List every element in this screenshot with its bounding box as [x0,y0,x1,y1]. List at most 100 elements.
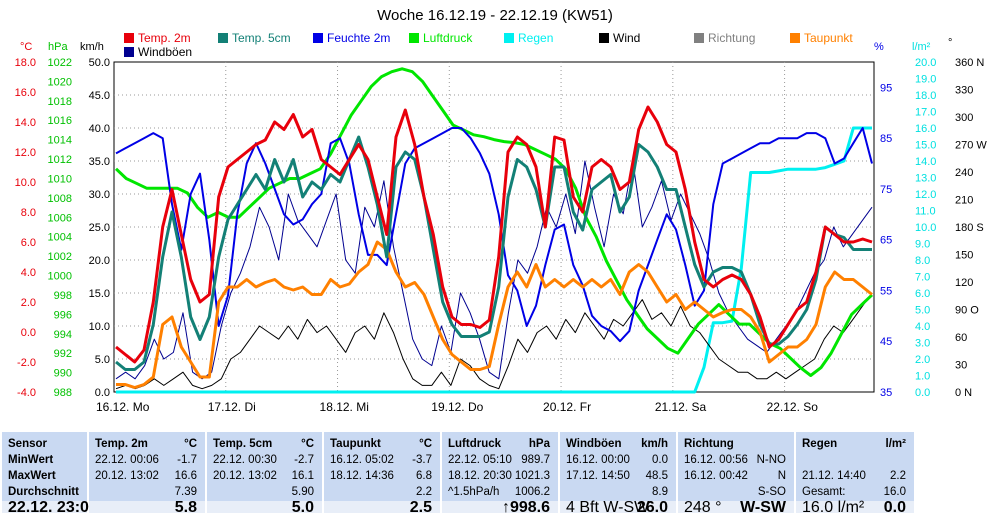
rain-axis-tick: 13.0 [915,173,936,185]
pressure-axis-tick: 1018 [48,96,72,108]
stats-cell-avg-val: 2.2 [416,486,432,498]
stats-cell-avg-val: 1006.2 [514,486,550,498]
legend-swatch [504,33,514,43]
legend-label: Feuchte 2m [327,31,390,45]
stats-column-regen: Regen l/m² 21.12. 14:40 2.2 Gesamt: 16.0 [796,432,914,513]
stats-cell-max-time: 20.12. 13:02 [213,470,277,482]
x-tick-label: 16.12. Mo [96,400,150,414]
rain-axis-tick: 1.0 [915,371,930,383]
x-tick-label: 20.12. Fr [543,400,591,414]
rain-axis-tick: 7.0 [915,272,930,284]
direction-axis-tick: 90 O [955,305,979,317]
humidity-axis-tick: 65 [880,235,892,247]
pressure-axis-tick: 1022 [48,57,72,69]
pressure-axis-tick: 1016 [48,115,72,127]
pressure-axis-tick: 1004 [48,232,72,244]
weather-chart: Woche 16.12.19 - 22.12.19 (KW51) Temp. 2m… [15,7,988,414]
stats-cell-min-val: 0.0 [652,454,668,466]
rain-axis-tick: 17.0 [915,107,936,119]
direction-axis-tick: 30 [955,360,967,372]
stats-cell-max-val: 16.6 [174,470,197,482]
stats-row-label: Sensor [8,438,47,450]
humidity-axis-tick: 35 [880,387,892,399]
pressure-axis-tick: 1006 [48,212,72,224]
rain-axis-tick: 2.0 [915,354,930,366]
stats-current-cell: 5.0 [207,499,322,516]
stats-cell-max-val: 16.1 [291,470,314,482]
stats-cell-name: Windböen [566,438,622,450]
stats-cell-max-time: 21.12. 14:40 [802,470,866,482]
x-tick-label: 17.12. Di [208,400,256,414]
stats-cell-avg-val: 8.9 [652,486,668,498]
stats-current-value: 5.8 [174,499,197,516]
stats-current-label: 248 ° [684,499,722,516]
stats-cell-max-val: 48.5 [645,470,668,482]
stats-cell-avg-val: 16.0 [883,486,906,498]
series-line-regen [116,126,872,394]
rain-axis-tick: 15.0 [915,140,936,152]
pressure-axis-tick: 988 [54,387,72,399]
stats-column-luftdruck: Luftdruck hPa 22.12. 05:10 989.7 18.12. 20:3… [442,432,558,513]
stats-cell-max-time: 18.12. 14:36 [330,470,394,482]
series-line-taupunkt [116,240,873,389]
series-line-windb-en [115,160,873,380]
wind-axis-tick: 45.0 [89,90,110,102]
temp-axis-tick: -2.0 [17,357,36,369]
stats-cell-min-val: N-NO [756,454,786,466]
stats-column-richtung: Richtung 16.12. 00:56 N-NO 16.12. 00:42 N S-S… [678,432,794,513]
stats-cell-max-time: 20.12. 13:02 [95,470,159,482]
series-line-feuchte-2m [115,127,873,343]
rain-axis-tick: 3.0 [915,338,930,350]
pressure-axis-tick: 990 [54,368,72,380]
wind-axis-unit: km/h [80,41,104,53]
stats-current-label: 4 Bft W-SW [566,499,650,516]
stats-cell-avg-label: Gesamt: [802,486,846,498]
stats-cell-min-val: -3.7 [412,454,432,466]
legend-swatch [124,33,134,43]
series-line-temp-2m [115,105,873,364]
wind-axis-tick: 30.0 [89,189,110,201]
stats-current-value: 0.0 [883,499,906,516]
stats-cell-max-val: 1021.3 [514,470,550,482]
stats-current-row: 22.12. 23:00 5.8 5.0 2.5 ↑998.6 4 Bft W-SW 26… [0,499,990,516]
stats-cell-unit: hPa [528,438,550,450]
stats-cell-min-time: 16.12. 00:56 [684,454,748,466]
temp-axis-tick: 18.0 [15,57,36,69]
stats-cell-max-val: 6.8 [416,470,432,482]
x-tick-label: 21.12. Sa [655,400,707,414]
direction-axis-tick: 0 N [955,387,972,399]
stats-current-value: W-SW [740,499,786,516]
wind-axis-tick: 10.0 [89,321,110,333]
stats-cell-unit: °C [184,438,197,450]
temp-axis-tick: 2.0 [21,297,36,309]
humidity-axis-unit: % [874,41,884,53]
stats-current-cell: 5.8 [89,499,205,516]
stats-row-label: MinWert [8,454,54,466]
stats-cell-max-time: 17.12. 14:50 [566,470,630,482]
stats-current-value: 2.5 [409,499,432,516]
stats-cell-min-val: -2.7 [294,454,314,466]
humidity-axis-tick: 95 [880,82,892,94]
stats-column-windb-en: Windböen km/h 16.12. 00:00 0.0 17.12. 14:50 4… [560,432,676,513]
stats-table: Sensor MinWert MaxWert Durchschnitt Temp… [0,432,990,516]
pressure-axis-tick: 1010 [48,173,72,185]
pressure-axis-unit: hPa [48,41,68,53]
stats-cell-min-time: 22.12. 05:10 [448,454,512,466]
direction-axis-tick: 180 S [955,222,984,234]
stats-cell-name: Luftdruck [448,438,502,450]
stats-cell-max-time: 18.12. 20:30 [448,470,512,482]
temp-axis-tick: -4.0 [17,387,36,399]
rain-axis-tick: 6.0 [915,288,930,300]
wind-axis-tick: 0.0 [95,387,110,399]
direction-axis-tick: 270 W [955,140,987,152]
legend-label: Temp. 5cm [232,31,291,45]
rain-axis-tick: 8.0 [915,255,930,267]
pressure-axis-tick: 1012 [48,154,72,166]
stats-cell-avg-label: ^1.5hPa/h [448,486,500,498]
direction-axis-tick: 210 [955,195,973,207]
humidity-axis-tick: 45 [880,336,892,348]
rain-axis-tick: 19.0 [915,74,936,86]
stats-cell-avg-val: 5.90 [291,486,314,498]
stats-cell-avg-val: 7.39 [174,486,197,498]
stats-cell-name: Temp. 5cm [213,438,273,450]
